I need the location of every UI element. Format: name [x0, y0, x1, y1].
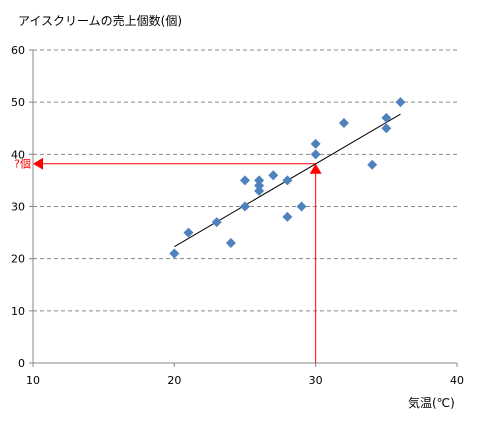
data-point-1 [183, 227, 194, 238]
data-point-14 [310, 149, 321, 160]
x-tick-label-0: 10 [26, 374, 40, 387]
data-point-7 [254, 180, 265, 191]
y-tick-label-6: 60 [11, 44, 25, 57]
data-point-3 [225, 238, 236, 249]
y-tick-label-2: 20 [11, 253, 25, 266]
y-tick-label-4: 40 [11, 148, 25, 161]
chart-title: アイスクリームの売上個数(個) [18, 13, 182, 28]
x-tick-label-2: 30 [309, 374, 323, 387]
arrowhead-up [309, 163, 322, 174]
data-point-16 [367, 159, 378, 170]
x-tick-label-3: 40 [450, 374, 464, 387]
data-points [169, 97, 406, 259]
y-tick-label-1: 10 [11, 305, 25, 318]
data-point-8 [254, 185, 265, 196]
data-point-6 [254, 175, 265, 186]
data-point-15 [338, 118, 349, 129]
data-point-10 [282, 175, 293, 186]
arrowhead-left [33, 157, 43, 170]
data-point-13 [310, 138, 321, 149]
y-tick-label-0: 0 [18, 357, 25, 370]
data-point-4 [240, 175, 250, 186]
data-point-12 [296, 201, 307, 212]
data-point-5 [240, 201, 250, 212]
data-point-0 [169, 248, 180, 259]
x-tick-label-1: 20 [167, 374, 181, 387]
data-point-11 [282, 211, 293, 222]
y-tick-label-5: 50 [11, 96, 25, 109]
y-tick-label-3: 30 [11, 201, 25, 214]
data-point-2 [211, 217, 222, 228]
data-point-17 [381, 112, 392, 123]
x-axis-label: 気温(℃) [408, 395, 455, 410]
data-point-19 [395, 97, 406, 108]
question-label: ?個 [14, 158, 31, 171]
data-point-9 [268, 170, 279, 181]
data-point-18 [381, 123, 392, 134]
question-annotation: ?個 [14, 157, 322, 363]
